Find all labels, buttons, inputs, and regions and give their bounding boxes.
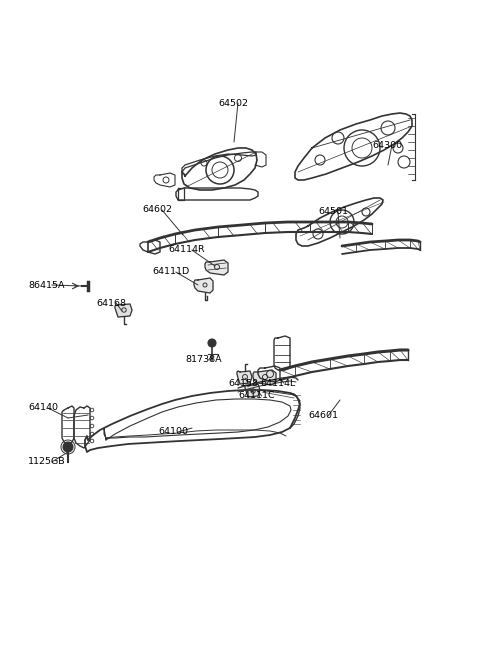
Text: 64601: 64601 (308, 411, 338, 420)
Text: 64168: 64168 (96, 298, 126, 308)
Polygon shape (205, 260, 228, 275)
Text: 64114L: 64114L (260, 379, 295, 388)
Text: 64602: 64602 (142, 205, 172, 215)
Polygon shape (194, 278, 213, 293)
Text: 64502: 64502 (218, 98, 248, 108)
Text: 64111C: 64111C (238, 392, 275, 401)
Text: 1125GB: 1125GB (28, 457, 66, 466)
Text: 64100: 64100 (158, 428, 188, 436)
Circle shape (208, 339, 216, 347)
Polygon shape (115, 304, 132, 317)
Text: 86415A: 86415A (28, 281, 64, 289)
Polygon shape (253, 370, 276, 385)
Polygon shape (237, 371, 252, 384)
Text: 64300: 64300 (372, 140, 402, 150)
Text: 64111D: 64111D (152, 268, 189, 276)
Circle shape (63, 442, 73, 452)
Text: 64158: 64158 (228, 379, 258, 388)
Polygon shape (245, 384, 260, 397)
Text: 64114R: 64114R (168, 245, 204, 255)
Text: 81738A: 81738A (185, 356, 222, 365)
Text: 64501: 64501 (318, 207, 348, 216)
Text: 64140: 64140 (28, 403, 58, 413)
